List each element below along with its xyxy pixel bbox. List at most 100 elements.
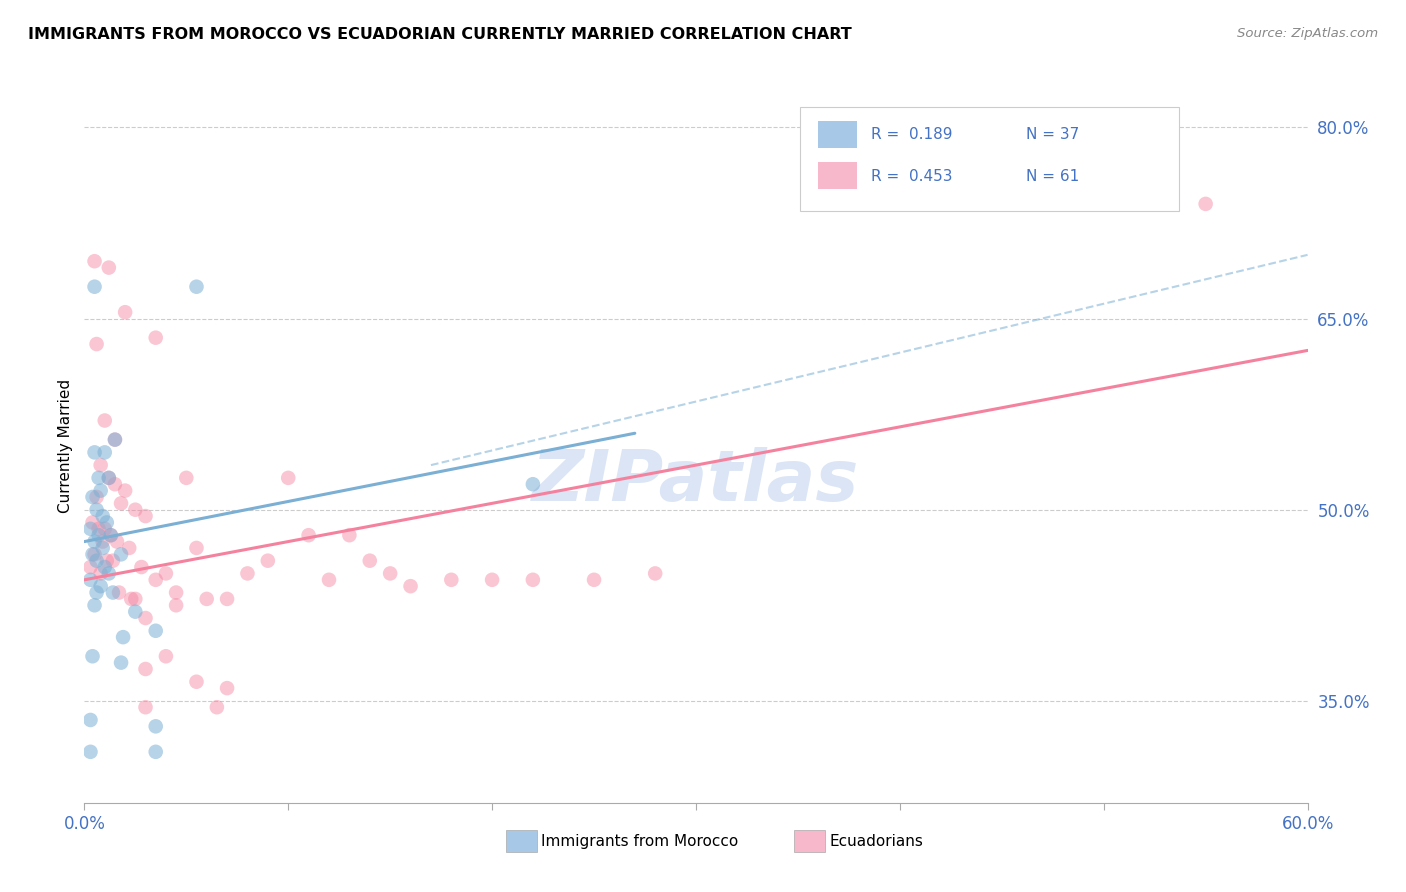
- Point: [79, 573, 101, 587]
- Point: [145, 573, 167, 587]
- Text: ZIPatlas: ZIPatlas: [533, 447, 859, 516]
- Text: N = 61: N = 61: [1026, 169, 1080, 184]
- Point: [100, 528, 122, 542]
- Point: [339, 528, 361, 542]
- Point: [135, 611, 157, 625]
- Point: [120, 591, 142, 606]
- Point: [79, 560, 101, 574]
- Point: [86, 490, 108, 504]
- Point: [83, 547, 105, 561]
- Point: [124, 591, 146, 606]
- Point: [399, 579, 422, 593]
- Point: [93, 413, 117, 427]
- Point: [135, 509, 157, 524]
- Point: [131, 560, 153, 574]
- Point: [318, 573, 340, 587]
- FancyBboxPatch shape: [800, 107, 1180, 211]
- Point: [583, 573, 606, 587]
- Point: [145, 624, 167, 638]
- Text: IMMIGRANTS FROM MOROCCO VS ECUADORIAN CURRENTLY MARRIED CORRELATION CHART: IMMIGRANTS FROM MOROCCO VS ECUADORIAN CU…: [28, 27, 852, 42]
- Point: [135, 700, 157, 714]
- Point: [82, 516, 104, 530]
- Point: [97, 260, 120, 275]
- Point: [110, 547, 132, 561]
- Point: [93, 522, 117, 536]
- Point: [186, 541, 208, 555]
- Point: [82, 490, 104, 504]
- Point: [83, 445, 105, 459]
- Point: [195, 591, 218, 606]
- Point: [79, 522, 101, 536]
- Point: [97, 471, 120, 485]
- Point: [91, 509, 114, 524]
- Y-axis label: Currently Married: Currently Married: [58, 379, 73, 513]
- Bar: [818, 162, 858, 189]
- Point: [96, 516, 118, 530]
- Point: [87, 528, 110, 542]
- Text: Source: ZipAtlas.com: Source: ZipAtlas.com: [1237, 27, 1378, 40]
- Point: [257, 554, 280, 568]
- Point: [97, 566, 120, 581]
- Point: [86, 585, 108, 599]
- Point: [145, 719, 167, 733]
- Text: R =  0.189: R = 0.189: [870, 127, 952, 142]
- Point: [174, 471, 197, 485]
- Point: [186, 279, 208, 293]
- Point: [522, 477, 544, 491]
- Point: [124, 605, 146, 619]
- Point: [79, 713, 101, 727]
- Point: [205, 700, 228, 714]
- Text: Ecuadorians: Ecuadorians: [830, 834, 924, 848]
- Point: [112, 630, 135, 644]
- Point: [104, 433, 127, 447]
- Point: [440, 573, 463, 587]
- Point: [105, 534, 128, 549]
- Point: [277, 471, 299, 485]
- Point: [155, 566, 177, 581]
- Point: [165, 599, 187, 613]
- Point: [90, 483, 112, 498]
- Point: [110, 656, 132, 670]
- Point: [236, 566, 259, 581]
- Point: [114, 483, 136, 498]
- Point: [110, 496, 132, 510]
- Point: [644, 566, 666, 581]
- Point: [90, 458, 112, 472]
- Point: [83, 279, 105, 293]
- Point: [104, 433, 127, 447]
- Point: [90, 579, 112, 593]
- Point: [165, 585, 187, 599]
- Point: [86, 337, 108, 351]
- Point: [114, 305, 136, 319]
- Point: [83, 254, 105, 268]
- Point: [104, 477, 127, 491]
- Point: [86, 502, 108, 516]
- Point: [101, 554, 124, 568]
- Point: [155, 649, 177, 664]
- Text: N = 37: N = 37: [1026, 127, 1080, 142]
- Point: [186, 674, 208, 689]
- Point: [93, 445, 117, 459]
- Point: [217, 591, 239, 606]
- Point: [87, 522, 110, 536]
- Point: [1195, 197, 1218, 211]
- Point: [83, 534, 105, 549]
- Point: [101, 585, 124, 599]
- Point: [83, 599, 105, 613]
- Point: [91, 534, 114, 549]
- Point: [96, 554, 118, 568]
- Point: [86, 554, 108, 568]
- Point: [124, 502, 146, 516]
- Point: [217, 681, 239, 695]
- Point: [145, 331, 167, 345]
- Point: [82, 547, 104, 561]
- Point: [108, 585, 131, 599]
- Point: [380, 566, 402, 581]
- Point: [97, 471, 120, 485]
- Point: [87, 471, 110, 485]
- Point: [145, 745, 167, 759]
- Text: R =  0.453: R = 0.453: [870, 169, 952, 184]
- Point: [298, 528, 321, 542]
- Point: [481, 573, 503, 587]
- Point: [79, 745, 101, 759]
